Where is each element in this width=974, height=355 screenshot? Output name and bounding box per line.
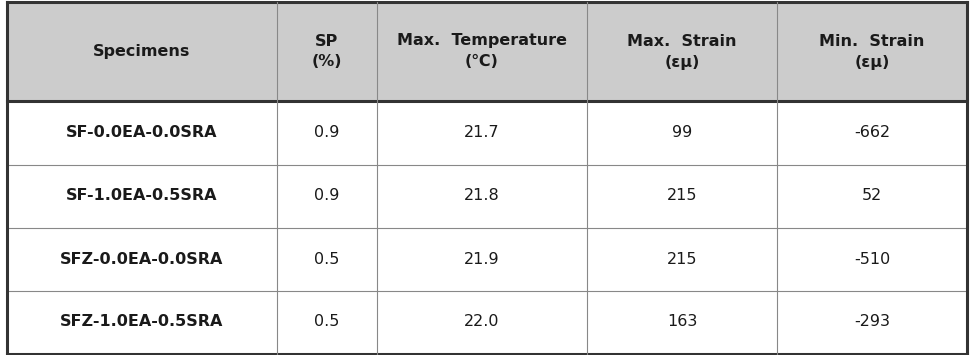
Text: SP
(%): SP (%) [312,33,342,70]
Text: 21.8: 21.8 [465,189,500,203]
Text: -510: -510 [854,251,890,267]
Bar [277,1,377,102]
Text: 0.5: 0.5 [315,315,340,329]
Text: Specimens: Specimens [94,44,191,59]
Text: 21.9: 21.9 [465,251,500,267]
Bar [587,102,777,164]
Text: 21.7: 21.7 [465,126,500,141]
Text: 215: 215 [667,251,697,267]
Bar [7,1,277,102]
Bar [7,290,277,354]
Text: SF-0.0EA-0.0SRA: SF-0.0EA-0.0SRA [66,126,218,141]
Bar [377,228,587,290]
Text: SFZ-0.0EA-0.0SRA: SFZ-0.0EA-0.0SRA [60,251,224,267]
Text: -662: -662 [854,126,890,141]
Bar [777,1,967,102]
Text: 0.9: 0.9 [315,126,340,141]
Bar [7,164,277,228]
Bar [7,102,277,164]
Bar [777,228,967,290]
Bar [377,164,587,228]
Bar [277,102,377,164]
Bar [587,164,777,228]
Text: 0.5: 0.5 [315,251,340,267]
Bar [277,164,377,228]
Text: SF-1.0EA-0.5SRA: SF-1.0EA-0.5SRA [66,189,218,203]
Text: 163: 163 [667,315,697,329]
Text: 215: 215 [667,189,697,203]
Text: 99: 99 [672,126,693,141]
Bar [377,102,587,164]
Text: 52: 52 [862,189,882,203]
Bar [7,228,277,290]
Bar [777,102,967,164]
Bar [777,164,967,228]
Bar [777,290,967,354]
Text: Min.  Strain
(εμ): Min. Strain (εμ) [819,33,924,70]
Bar [377,290,587,354]
Bar [277,290,377,354]
Bar [587,228,777,290]
Bar [277,228,377,290]
Text: 22.0: 22.0 [465,315,500,329]
Text: -293: -293 [854,315,890,329]
Text: 0.9: 0.9 [315,189,340,203]
Bar [587,1,777,102]
Text: SFZ-1.0EA-0.5SRA: SFZ-1.0EA-0.5SRA [60,315,224,329]
Bar [377,1,587,102]
Text: Max.  Temperature
(℃): Max. Temperature (℃) [397,33,567,70]
Bar [587,290,777,354]
Text: Max.  Strain
(εμ): Max. Strain (εμ) [627,33,736,70]
